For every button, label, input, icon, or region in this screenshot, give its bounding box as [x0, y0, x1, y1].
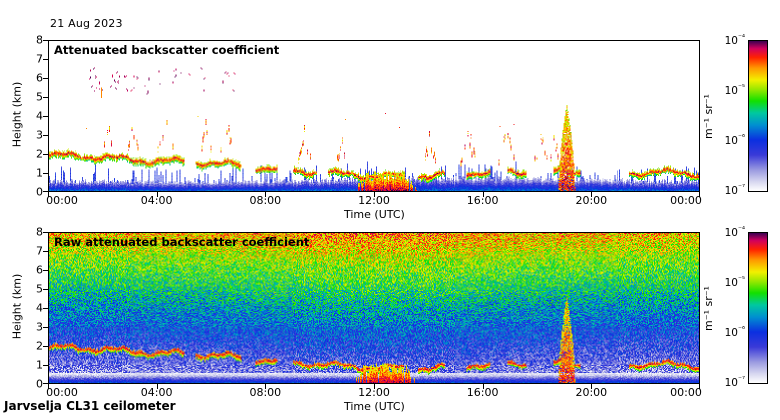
y-tick-label: 1 [36, 166, 43, 180]
x-tick-mark [699, 192, 700, 197]
x-tick-mark [482, 384, 484, 389]
colorbar-tick-label: 10⁻⁵ [724, 274, 745, 289]
x-tick-label: 20:00 [575, 386, 608, 399]
x-tick-mark [591, 384, 593, 389]
raw-attenuated-backscatter-canvas [49, 233, 699, 383]
x-tick-label: 00:00 [670, 194, 702, 207]
panel2-x-axis-title: Time (UTC) [344, 400, 405, 413]
raw-attenuated-backscatter-plot: Raw attenuated backscatter coefficient [48, 232, 700, 384]
y-tick-mark [43, 270, 48, 271]
y-tick-label: 3 [36, 128, 43, 142]
colorbar-tick-label: 10⁻⁴ [724, 32, 745, 47]
y-tick-mark [43, 40, 48, 41]
x-tick-label: 12:00 [358, 194, 390, 207]
colorbar-bottom: 10⁻⁴ 10⁻⁵ 10⁻⁶ 10⁻⁷ [725, 225, 768, 389]
y-tick-mark [43, 327, 48, 328]
y-tick-mark [43, 308, 48, 309]
colorbar-tick-label: 10⁻⁶ [724, 132, 745, 147]
y-tick-mark [43, 365, 48, 366]
colorbar-tick-label: 10⁻⁷ [724, 374, 745, 389]
x-tick-label: 00:00 [670, 386, 702, 399]
x-tick-mark [48, 192, 49, 197]
colorbar-tick-label: 10⁻⁶ [724, 324, 745, 339]
y-tick-mark [43, 78, 48, 79]
y-tick-label: 7 [36, 244, 43, 258]
y-tick-mark [43, 173, 48, 174]
panel-title-raw: Raw attenuated backscatter coefficient [54, 235, 310, 249]
x-tick-label: 16:00 [466, 386, 499, 399]
panel2-x-axis: 00:00 04:00 08:00 12:00 16:00 20:00 00:00 [46, 384, 702, 404]
panel2-y-axis-title: Height (km) [10, 273, 24, 340]
colorbar-top: 10⁻⁴ 10⁻⁵ 10⁻⁶ 10⁻⁷ [725, 33, 768, 197]
x-tick-mark [156, 192, 158, 197]
y-tick-label: 8 [36, 225, 43, 239]
x-tick-label: 00:00 [46, 386, 78, 399]
y-tick-mark [43, 154, 48, 155]
panel1-y-axis-title: Height (km) [10, 81, 24, 148]
x-tick-mark [482, 192, 484, 197]
colorbar-bottom-unit: m⁻¹ sr⁻¹ [701, 286, 715, 331]
colorbar-tick-label: 10⁻⁴ [724, 224, 745, 239]
y-tick-label: 2 [36, 339, 43, 353]
x-tick-mark [156, 384, 158, 389]
y-tick-label: 5 [36, 90, 43, 104]
station-caption: Jarvselja CL31 ceilometer [4, 399, 176, 413]
y-tick-label: 8 [36, 33, 43, 47]
y-tick-mark [43, 116, 48, 117]
y-tick-mark [43, 191, 48, 192]
x-tick-mark [591, 192, 593, 197]
x-tick-label: 00:00 [46, 194, 78, 207]
panel1-y-axis: 0 1 2 3 4 5 6 7 8 [0, 34, 48, 199]
y-tick-label: 2 [36, 147, 43, 161]
y-tick-mark [43, 251, 48, 252]
y-tick-mark [43, 346, 48, 347]
x-tick-label: 04:00 [140, 194, 173, 207]
x-tick-mark [699, 384, 700, 389]
y-tick-mark [43, 232, 48, 233]
y-tick-mark [43, 135, 48, 136]
y-tick-label: 6 [36, 263, 43, 277]
x-tick-label: 20:00 [575, 194, 608, 207]
y-tick-label: 4 [36, 109, 43, 123]
y-tick-label: 4 [36, 301, 43, 315]
y-tick-label: 0 [36, 377, 43, 391]
colorbar-tick-label: 10⁻⁷ [724, 182, 745, 197]
x-tick-label: 08:00 [249, 194, 282, 207]
x-tick-label: 08:00 [249, 386, 282, 399]
x-tick-mark [265, 384, 267, 389]
x-tick-mark [48, 384, 49, 389]
panel-title-attenuated: Attenuated backscatter coefficient [54, 43, 280, 57]
y-tick-mark [43, 59, 48, 60]
y-tick-label: 3 [36, 320, 43, 334]
y-tick-mark [43, 383, 48, 384]
y-tick-label: 6 [36, 71, 43, 85]
colorbar-top-unit: m⁻¹ sr⁻¹ [701, 94, 715, 139]
x-tick-label: 12:00 [358, 386, 390, 399]
panel2-y-axis: 0 1 2 3 4 5 6 7 8 [0, 226, 48, 391]
x-tick-mark [265, 192, 267, 197]
colorbar-tick-label: 10⁻⁵ [724, 82, 745, 97]
x-tick-label: 04:00 [140, 386, 173, 399]
date-label: 21 Aug 2023 [50, 17, 123, 30]
x-tick-label: 16:00 [466, 194, 499, 207]
panel1-x-axis-title: Time (UTC) [344, 208, 405, 221]
attenuated-backscatter-plot: Attenuated backscatter coefficient [48, 40, 700, 192]
panel1-x-axis: 00:00 04:00 08:00 12:00 16:00 20:00 00:00 [46, 192, 702, 212]
y-tick-mark [43, 289, 48, 290]
y-tick-mark [43, 97, 48, 98]
y-tick-label: 0 [36, 185, 43, 199]
x-tick-mark [374, 384, 375, 389]
y-tick-label: 5 [36, 282, 43, 296]
y-tick-label: 1 [36, 358, 43, 372]
x-tick-mark [374, 192, 375, 197]
attenuated-backscatter-canvas [49, 41, 699, 191]
y-tick-label: 7 [36, 52, 43, 66]
